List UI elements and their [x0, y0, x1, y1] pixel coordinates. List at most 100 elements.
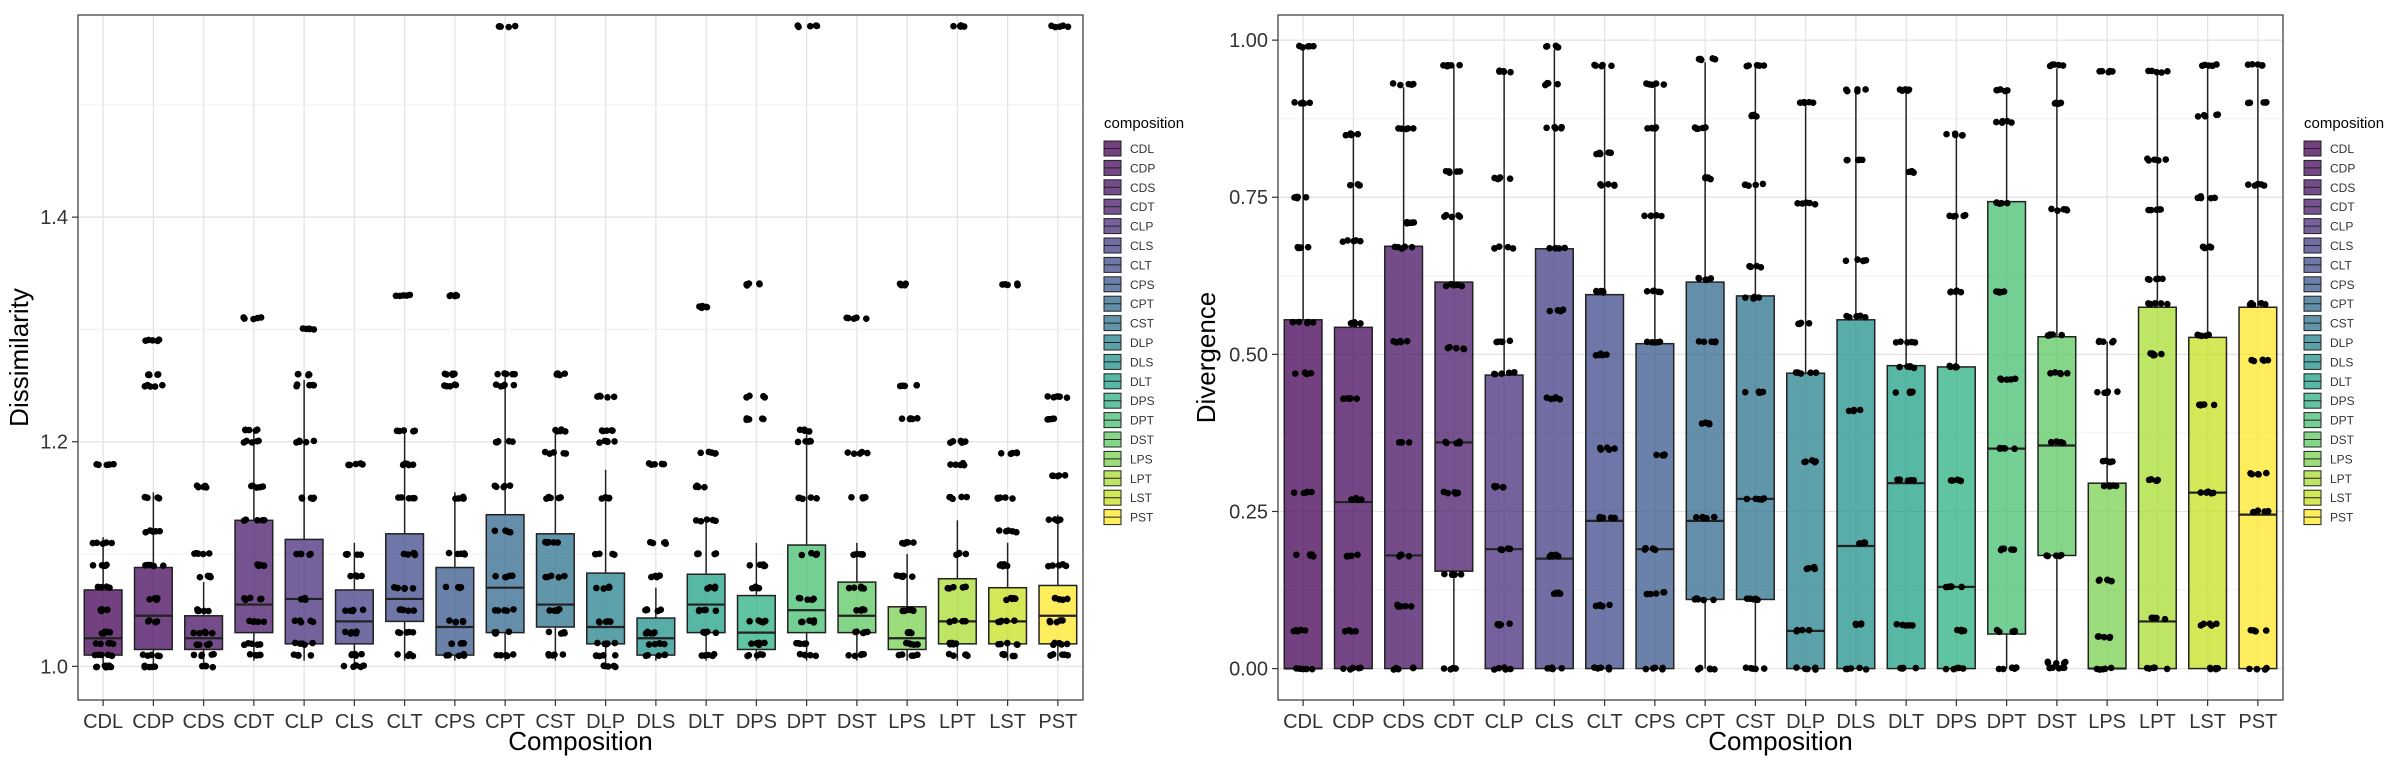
data-point	[2047, 438, 2055, 446]
data-point	[246, 617, 253, 625]
data-point	[1659, 666, 1666, 673]
data-point	[950, 652, 957, 659]
data-point	[2051, 100, 2059, 107]
data-point	[1643, 287, 1651, 295]
data-point	[195, 483, 202, 491]
data-point	[1304, 43, 1312, 50]
data-point	[1847, 665, 1855, 672]
data-point	[745, 416, 753, 423]
points-lst	[994, 280, 1021, 660]
data-point	[1448, 213, 1456, 221]
data-point	[254, 517, 261, 524]
points-lps	[2093, 67, 2121, 673]
data-point	[541, 448, 549, 456]
data-point	[352, 662, 360, 669]
data-point	[908, 606, 915, 614]
data-point	[2057, 370, 2065, 378]
data-point	[658, 460, 666, 468]
data-point	[242, 516, 250, 523]
data-point	[441, 370, 449, 378]
data-point	[1845, 407, 1853, 415]
y-tick-label: 1.2	[40, 432, 68, 454]
points-clt	[390, 291, 419, 660]
data-point	[509, 651, 517, 658]
box-rect	[1786, 372, 1826, 670]
data-point	[1447, 280, 1455, 288]
legend-label: CPT	[1130, 297, 1155, 311]
data-point	[359, 606, 367, 614]
x-tick-label: DLS	[636, 711, 675, 733]
points-cdt	[1440, 61, 1468, 673]
data-point	[1397, 551, 1405, 559]
data-point	[948, 639, 956, 647]
data-point	[260, 516, 268, 524]
legend: composition CDL CDP CDS CDT CLP CLS CLT CPS CPT CS…	[2303, 115, 2384, 526]
data-point	[944, 584, 952, 592]
data-point	[1694, 665, 1702, 673]
data-point	[657, 606, 665, 614]
data-point	[106, 584, 113, 591]
data-point	[861, 629, 868, 636]
data-point	[1044, 416, 1051, 423]
data-point	[151, 383, 159, 390]
data-point	[307, 550, 314, 558]
data-point	[290, 651, 298, 658]
data-point	[1899, 664, 1906, 672]
plot-panel	[1278, 15, 2283, 700]
legend-item-cps: CPS	[2303, 276, 2355, 293]
data-point	[644, 651, 652, 659]
data-point	[2044, 659, 2052, 667]
data-point	[1292, 626, 1300, 634]
data-point	[1297, 244, 1305, 251]
legend-label: LPT	[1130, 472, 1153, 486]
data-point	[1402, 125, 1410, 133]
data-point	[1407, 603, 1415, 610]
data-point	[446, 617, 453, 624]
data-point	[105, 640, 112, 647]
data-point	[1303, 319, 1311, 327]
data-point	[1896, 363, 1903, 371]
data-point	[291, 617, 299, 625]
legend-item-cpt: CPT	[2303, 295, 2355, 312]
y-tick-label: 0.50	[1229, 344, 1268, 366]
legend-label: CLP	[1130, 220, 1153, 234]
data-point	[901, 382, 909, 390]
data-point	[1854, 86, 1861, 93]
data-point	[812, 652, 820, 660]
data-point	[1004, 281, 1011, 289]
data-point	[1504, 545, 1512, 552]
box-rect	[2188, 336, 2228, 670]
data-point	[1446, 169, 1453, 176]
data-point	[2011, 445, 2018, 453]
data-point	[1554, 80, 1561, 88]
dissimilarity-chart: 1.0 1.2 1.4 CDL CDP CDS CDT CLP CLS CLT CPS CPT CST D…	[4, 14, 1184, 756]
data-point	[1842, 257, 1850, 265]
data-point	[1993, 199, 2000, 206]
data-point	[511, 370, 518, 378]
data-point	[1409, 125, 1417, 132]
data-point	[1064, 652, 1072, 659]
box-rect	[435, 566, 475, 656]
points-dlt	[1892, 86, 1920, 672]
data-point	[1711, 338, 1719, 346]
data-point	[2263, 469, 2270, 477]
data-point	[108, 539, 115, 547]
legend-item-cps: CPS	[1103, 276, 1155, 293]
data-point	[712, 517, 719, 525]
x-tick-label: DPT	[787, 711, 827, 733]
data-point	[794, 438, 802, 446]
data-point	[1013, 449, 1021, 456]
data-point	[1695, 55, 1703, 63]
data-point	[2246, 99, 2254, 107]
data-point	[1862, 257, 1870, 264]
data-point	[1604, 181, 1612, 188]
legend-label: CDS	[2330, 181, 2355, 195]
data-point	[1389, 80, 1397, 87]
data-point	[2244, 181, 2252, 188]
data-point	[510, 606, 517, 613]
data-point	[962, 550, 970, 558]
legend-label: CPS	[1130, 278, 1155, 292]
data-point	[406, 651, 414, 658]
data-point	[2101, 389, 2108, 397]
legend-label: DLS	[2330, 355, 2353, 369]
